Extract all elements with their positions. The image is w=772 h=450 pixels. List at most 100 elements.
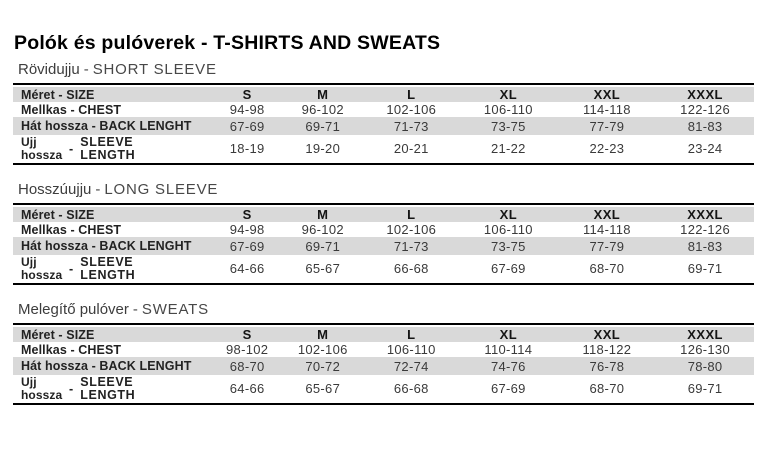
size-table-frame: Méret - SIZE S M L XL XXL XXXL Mellkas -…: [13, 203, 754, 285]
section-title-separator: -: [83, 61, 89, 78]
sleeve-label-hu-line1: Ujj: [21, 375, 37, 389]
back-length-value: 73-75: [459, 117, 558, 135]
col-header-xxxl: XXXL: [656, 207, 754, 222]
sleeve-label-en-line2: LENGTH: [80, 147, 136, 162]
sleeve-length-value: 69-71: [656, 255, 754, 282]
sleeve-length-value: 65-67: [281, 375, 364, 402]
size-table: Méret - SIZE S M L XL XXL XXXL Mellkas -…: [13, 207, 754, 282]
col-header-l: L: [363, 207, 460, 222]
sleeve-label-en-line2: LENGTH: [80, 267, 136, 282]
chest-value: 122-126: [656, 102, 754, 117]
chest-value: 102-106: [281, 342, 364, 357]
back-length-row: Hát hossza - BACK LENGHT 67-69 69-71 71-…: [13, 117, 754, 135]
sleeve-label-en: SLEEVE LENGTH: [80, 134, 136, 162]
page-title: Polók és pulóverek - T-SHIRTS AND SWEATS: [14, 32, 441, 54]
section-title-en: LONG SLEEVE: [104, 181, 219, 198]
chest-row: Mellkas - CHEST 94-98 96-102 102-106 106…: [13, 102, 754, 117]
col-header-l: L: [363, 87, 460, 102]
header-row: Méret - SIZE S M L XL XXL XXXL: [13, 327, 754, 342]
chest-value: 96-102: [281, 102, 364, 117]
sleeve-length-value: 67-69: [459, 375, 558, 402]
col-header-m: M: [281, 207, 364, 222]
row-label-back-length: Hát hossza - BACK LENGHT: [13, 237, 213, 255]
col-header-xxxl: XXXL: [656, 87, 754, 102]
sleeve-label-en-line1: SLEEVE: [80, 374, 134, 389]
chest-value: 96-102: [281, 222, 364, 237]
size-table-frame: Méret - SIZE S M L XL XXL XXXL Mellkas -…: [13, 323, 754, 405]
row-label-sleeve-length: Ujj hossza - SLEEVE LENGTH: [13, 255, 213, 282]
back-length-row: Hát hossza - BACK LENGHT 68-70 70-72 72-…: [13, 357, 754, 375]
section-title-en: SWEATS: [141, 301, 209, 318]
chest-value: 114-118: [557, 102, 657, 117]
back-length-value: 71-73: [363, 237, 460, 255]
section-title-separator: -: [95, 181, 101, 198]
sleeve-length-value: 66-68: [363, 375, 460, 402]
row-label-size: Méret - SIZE: [13, 207, 213, 222]
sleeve-length-value: 68-70: [557, 375, 657, 402]
size-table-frame: Méret - SIZE S M L XL XXL XXXL Mellkas -…: [13, 83, 754, 165]
col-header-xxl: XXL: [557, 87, 657, 102]
col-header-m: M: [281, 327, 364, 342]
section-title: Hosszúujju - LONG SLEEVE: [18, 181, 754, 198]
back-length-value: 67-69: [212, 117, 282, 135]
section-short-sleeve: Rövidujju - SHORT SLEEVE Méret - SIZE S M …: [13, 61, 754, 165]
sleeve-length-value: 67-69: [459, 255, 558, 282]
sleeve-length-value: 20-21: [363, 135, 460, 162]
row-label-sleeve-length: Ujj hossza - SLEEVE LENGTH: [13, 134, 213, 162]
section-title: Melegítő pulóver - SWEATS: [18, 301, 754, 318]
header-row: Méret - SIZE S M L XL XXL XXXL: [13, 207, 754, 222]
chest-value: 94-98: [212, 102, 282, 117]
size-chart-page: Polók és pulóverek - T-SHIRTS AND SWEATS…: [13, 32, 754, 405]
sleeve-length-value: 66-68: [363, 255, 460, 282]
sleeve-length-value: 23-24: [656, 135, 754, 162]
sleeve-label-hu-line2: hossza: [21, 267, 63, 282]
col-header-s: S: [212, 327, 282, 342]
sleeve-length-value: 65-67: [281, 255, 364, 282]
chest-value: 106-110: [363, 342, 460, 357]
chest-value: 118-122: [557, 342, 657, 357]
chest-value: 102-106: [363, 102, 460, 117]
sleeve-length-value: 22-23: [557, 135, 657, 162]
sleeve-label-en-line1: SLEEVE: [80, 134, 134, 149]
sleeve-label-dash: -: [69, 141, 74, 156]
header-row: Méret - SIZE S M L XL XXL XXXL: [13, 87, 754, 102]
chest-value: 126-130: [656, 342, 754, 357]
back-length-value: 68-70: [212, 357, 282, 375]
row-label-chest: Mellkas - CHEST: [13, 342, 213, 357]
back-length-value: 76-78: [557, 357, 657, 375]
sleeve-length-value: 64-66: [212, 255, 282, 282]
back-length-value: 77-79: [557, 237, 657, 255]
sleeve-length-value: 18-19: [212, 135, 282, 162]
row-label-chest: Mellkas - CHEST: [13, 222, 213, 237]
back-length-value: 69-71: [281, 117, 364, 135]
chest-value: 94-98: [212, 222, 282, 237]
section-title-hu: Rövidujju: [18, 61, 80, 78]
back-length-value: 67-69: [212, 237, 282, 255]
back-length-value: 69-71: [281, 237, 364, 255]
chest-row: Mellkas - CHEST 94-98 96-102 102-106 106…: [13, 222, 754, 237]
col-header-s: S: [212, 87, 282, 102]
col-header-s: S: [212, 207, 282, 222]
col-header-xxxl: XXXL: [656, 327, 754, 342]
section-long-sleeve: Hosszúujju - LONG SLEEVE Méret - SIZE S M …: [13, 181, 754, 285]
chest-value: 114-118: [557, 222, 657, 237]
section-title: Rövidujju - SHORT SLEEVE: [18, 61, 754, 78]
sleeve-length-value: 19-20: [281, 135, 364, 162]
back-length-value: 78-80: [656, 357, 754, 375]
sleeve-label-hu: Ujj hossza: [21, 136, 69, 161]
back-length-value: 81-83: [656, 117, 754, 135]
sleeve-label-hu: Ujj hossza: [21, 256, 69, 281]
sleeve-label-hu: Ujj hossza: [21, 376, 69, 401]
section-title-separator: -: [132, 301, 138, 318]
sleeve-label-hu-line2: hossza: [21, 147, 63, 162]
back-length-value: 72-74: [363, 357, 460, 375]
sleeve-label-hu-line1: Ujj: [21, 135, 37, 149]
col-header-m: M: [281, 87, 364, 102]
sleeve-label-en: SLEEVE LENGTH: [80, 374, 135, 402]
section-title-en: SHORT SLEEVE: [92, 61, 217, 78]
chest-value: 106-110: [459, 102, 558, 117]
back-length-value: 74-76: [459, 357, 558, 375]
chest-value: 102-106: [363, 222, 460, 237]
sleeve-length-value: 69-71: [656, 375, 754, 402]
col-header-xxl: XXL: [557, 327, 657, 342]
